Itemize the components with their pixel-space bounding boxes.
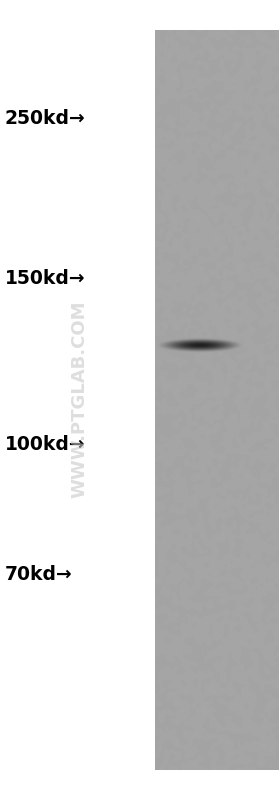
Text: 100kd→: 100kd→: [5, 435, 86, 455]
Text: 150kd→: 150kd→: [5, 268, 86, 288]
Text: 70kd→: 70kd→: [5, 565, 73, 583]
Text: 250kd→: 250kd→: [5, 109, 86, 128]
Text: WWW.PTGLAB.COM: WWW.PTGLAB.COM: [71, 300, 89, 499]
